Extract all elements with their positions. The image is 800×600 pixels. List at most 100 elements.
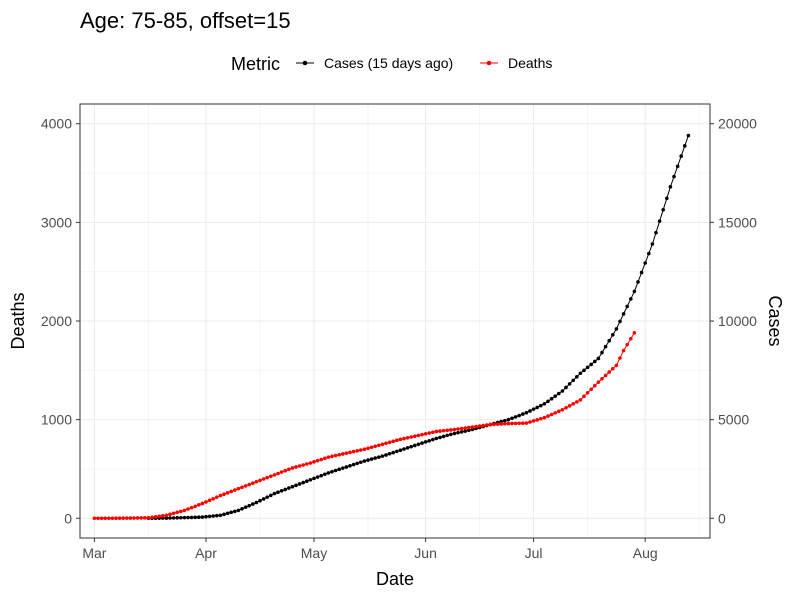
- data-point-deaths: [283, 468, 288, 473]
- data-point-deaths: [197, 503, 201, 507]
- data-point-deaths: [395, 438, 399, 443]
- data-point-cases: [665, 196, 669, 201]
- data-point-cases: [607, 338, 611, 343]
- data-point-cases: [405, 446, 410, 450]
- y2-tick-label: 20000: [718, 116, 757, 132]
- data-point-cases: [549, 396, 554, 401]
- y-tick-label: 2000: [41, 313, 72, 329]
- data-point-deaths: [542, 415, 547, 420]
- data-point-deaths: [391, 439, 396, 444]
- data-point-cases: [225, 511, 230, 516]
- data-point-deaths: [312, 460, 316, 464]
- data-point-cases: [330, 469, 334, 474]
- data-point-deaths: [600, 377, 604, 381]
- data-point-cases: [629, 297, 633, 301]
- data-point-cases: [542, 402, 547, 406]
- data-point-deaths: [409, 435, 414, 439]
- data-point-deaths: [103, 516, 107, 521]
- data-point-cases: [535, 405, 539, 410]
- data-point-deaths: [233, 488, 237, 492]
- data-point-deaths: [625, 342, 629, 347]
- data-point-cases: [265, 495, 270, 499]
- y-tick-label: 4000: [41, 116, 72, 132]
- data-point-deaths: [337, 452, 342, 457]
- data-point-cases: [305, 479, 309, 483]
- data-point-cases: [366, 458, 370, 462]
- data-point-cases: [315, 475, 320, 479]
- data-point-deaths: [528, 420, 532, 424]
- data-point-deaths: [229, 489, 233, 494]
- data-point-deaths: [402, 436, 406, 441]
- plot-area: [79, 103, 711, 539]
- data-point-cases: [240, 507, 244, 511]
- data-point-deaths: [114, 516, 118, 521]
- data-point-deaths: [330, 454, 334, 459]
- y-axis-right: 0 5000 10000 15000 20000: [710, 116, 757, 526]
- data-point-cases: [650, 242, 655, 246]
- data-point-deaths: [553, 411, 557, 415]
- data-point-cases: [197, 515, 201, 520]
- data-point-cases: [625, 304, 629, 309]
- data-point-deaths: [157, 514, 161, 519]
- data-point-deaths: [557, 409, 561, 414]
- data-point-deaths: [434, 429, 439, 434]
- data-point-deaths: [571, 402, 575, 406]
- data-point-deaths: [344, 451, 349, 455]
- data-point-cases: [675, 164, 680, 169]
- data-point-cases: [355, 461, 360, 466]
- data-point-cases: [164, 516, 169, 520]
- data-point-deaths: [153, 514, 158, 519]
- data-point-cases: [672, 174, 676, 179]
- data-point-cases: [218, 513, 223, 518]
- data-point-cases: [236, 508, 241, 513]
- data-point-deaths: [629, 336, 633, 341]
- data-point-cases: [567, 382, 572, 386]
- data-point-cases: [261, 497, 266, 501]
- data-point-cases: [621, 312, 626, 316]
- x-tick-label: Aug: [633, 545, 658, 561]
- data-point-cases: [600, 350, 604, 355]
- data-point-cases: [287, 486, 291, 490]
- data-point-cases: [279, 489, 284, 493]
- data-point-cases: [395, 449, 399, 454]
- data-point-cases: [506, 417, 511, 422]
- data-point-deaths: [236, 486, 241, 491]
- data-point-deaths: [240, 485, 244, 490]
- data-point-deaths: [193, 504, 197, 509]
- data-point-cases: [359, 460, 363, 465]
- data-point-cases: [596, 356, 601, 361]
- data-point-cases: [657, 219, 662, 223]
- data-point-cases: [686, 133, 691, 138]
- data-point-cases: [413, 443, 417, 448]
- data-point-cases: [409, 444, 414, 449]
- data-point-deaths: [254, 479, 259, 484]
- data-point-deaths: [377, 443, 381, 448]
- data-point-cases: [571, 378, 575, 383]
- data-point-cases: [200, 515, 205, 519]
- data-point-cases: [283, 487, 288, 492]
- data-point-cases: [575, 375, 579, 379]
- data-point-deaths: [218, 493, 223, 498]
- data-point-deaths: [456, 427, 460, 431]
- data-point-cases: [377, 455, 381, 459]
- data-point-cases: [578, 371, 583, 376]
- data-point-cases: [614, 327, 619, 331]
- data-point-cases: [668, 185, 673, 189]
- data-point-deaths: [279, 470, 284, 474]
- data-point-deaths: [441, 428, 446, 433]
- data-point-deaths: [276, 471, 280, 476]
- data-point-deaths: [539, 416, 543, 421]
- y-axis-left: 0 1000 2000 3000 4000: [41, 116, 80, 526]
- data-point-deaths: [560, 407, 565, 412]
- data-point-deaths: [168, 512, 172, 517]
- data-point-deaths: [287, 467, 291, 472]
- data-point-cases: [171, 516, 176, 520]
- data-point-deaths: [139, 516, 143, 520]
- y-tick-label: 1000: [41, 412, 72, 428]
- legend-label-cases: Cases (15 days ago): [324, 55, 453, 71]
- data-point-deaths: [549, 412, 554, 417]
- data-point-deaths: [161, 514, 165, 518]
- legend-item-cases: Cases (15 days ago): [296, 55, 453, 71]
- data-point-cases: [344, 465, 349, 469]
